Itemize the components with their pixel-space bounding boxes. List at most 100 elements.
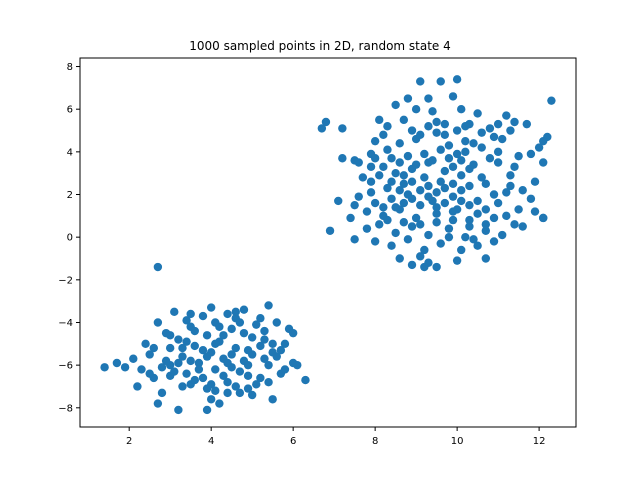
data-point [526,149,536,159]
data-point [223,378,232,387]
data-point [399,218,409,227]
x-axis: 2 4 6 8 10 12 [126,427,545,447]
data-point [215,399,224,408]
data-point [436,239,445,248]
data-point [387,241,396,250]
data-point [440,198,450,208]
data-point [432,128,441,137]
data-point [268,395,277,404]
data-point [420,173,429,182]
data-point [399,171,409,180]
data-point [370,198,380,208]
data-point [473,109,482,118]
data-point [264,378,273,387]
data-point [465,222,474,231]
data-point [383,145,392,154]
data-point [182,369,191,378]
data-point [379,162,388,171]
data-point [461,136,470,146]
data-point [264,301,273,310]
data-point [457,104,466,114]
data-point [440,130,450,139]
data-point [444,141,454,150]
data-point [260,354,269,363]
data-point [252,320,261,329]
data-point [170,307,179,317]
data-point [190,326,199,336]
data-point [346,213,355,223]
data-point [264,360,273,370]
data-point [391,100,400,110]
data-point [432,188,441,197]
data-point [489,132,499,142]
data-point [235,388,245,398]
data-point [112,358,122,368]
data-point [243,346,253,355]
data-point [182,316,191,325]
data-point [448,92,458,101]
data-point [452,75,462,84]
data-point [399,115,409,125]
data-point [403,151,413,161]
data-point [452,126,462,135]
data-point [407,177,417,186]
data-point [477,143,486,152]
data-point [465,215,474,225]
data-point [416,130,425,139]
data-point [473,241,482,250]
data-point [510,162,519,171]
data-point [436,177,445,186]
data-point [174,335,183,344]
data-point [432,117,441,127]
data-point [485,124,495,133]
data-point [481,254,491,263]
y-tick-label: 0 [67,233,73,244]
data-point [157,388,167,398]
data-point [534,143,544,152]
data-point [366,188,376,197]
data-point [403,235,413,244]
data-point [485,154,495,163]
data-point [223,309,232,319]
data-point [518,186,527,195]
data-point [239,305,249,314]
data-point [276,346,286,355]
data-point [133,382,142,391]
data-point [321,117,331,127]
data-point [194,365,204,374]
data-point [465,181,474,191]
data-point [223,388,232,398]
data-point [178,343,187,353]
data-point [493,119,503,129]
data-point [256,373,265,383]
data-point [391,228,400,238]
data-point [379,130,388,139]
data-point [539,158,548,167]
data-point [350,235,359,244]
y-tick-label: 8 [67,62,73,73]
data-point [489,237,499,246]
data-point [461,122,470,131]
data-point [243,384,253,393]
data-point [530,177,540,186]
data-point [461,147,470,157]
data-point [448,162,458,171]
data-point [317,124,327,133]
data-point [489,190,499,199]
data-point [383,122,392,131]
data-point [186,309,195,319]
data-point [481,205,491,214]
x-tick-label: 4 [208,436,214,447]
data-point [280,339,290,349]
data-point [243,371,253,381]
plot-frame [79,57,577,428]
data-point [493,198,503,208]
x-tick-label: 12 [533,436,546,447]
data-point [375,171,384,180]
data-point [206,303,216,312]
data-point [325,226,335,235]
data-point [165,331,175,340]
data-point [145,369,154,378]
data-point [493,158,503,167]
data-point [547,96,556,105]
